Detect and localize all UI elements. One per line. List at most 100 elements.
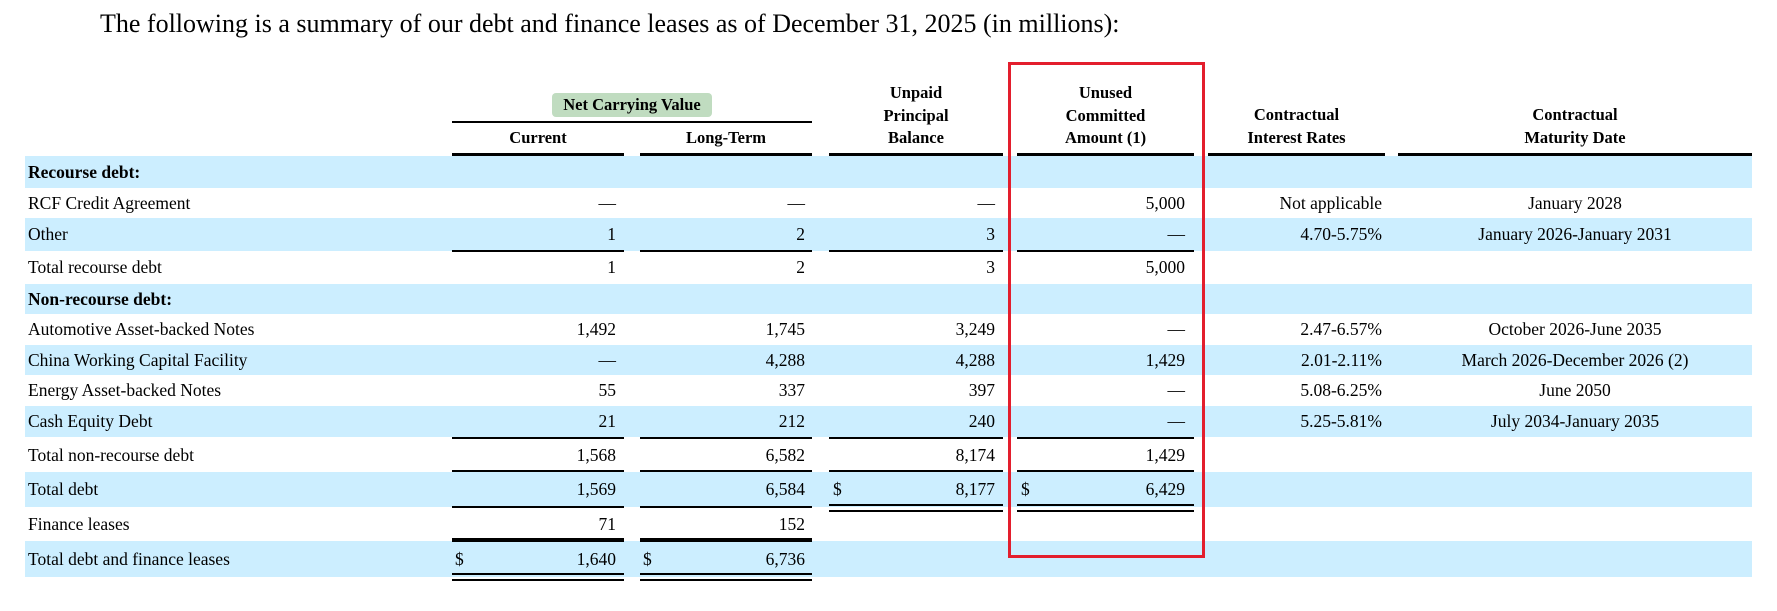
subtotal-rule [640,538,812,542]
cell-long-term: 6,736 [765,549,805,569]
row-band [25,345,1752,375]
cell-long-term: 6,582 [765,445,805,465]
row-label: China Working Capital Facility [28,350,248,370]
header-interest-line2: Interest Rates [1247,127,1346,147]
cell-current: — [598,350,617,370]
header-rule [1017,153,1194,157]
subtotal-rule [452,538,624,542]
cell-unused: — [1167,380,1186,400]
header-current: Current [509,128,567,147]
cell-long-term: 152 [778,514,805,534]
subtotal-rule [1017,250,1194,252]
cell-unused: 6,429 [1145,479,1185,499]
intro-text: The following is a summary of our debt a… [100,9,1120,38]
cell-maturity: June 2050 [1539,380,1611,400]
section-heading: Recourse debt: [28,162,141,182]
header-interest-rates: Contractual Interest Rates [1208,104,1385,149]
row-label: Total recourse debt [28,257,162,277]
cell-interest: 2.47-6.57% [1300,319,1382,339]
header-rule [829,153,1003,157]
cell-unpaid: 240 [968,411,995,431]
cell-unpaid: 3,249 [955,319,995,339]
row-band [25,156,1752,188]
subtotal-rule [640,506,812,508]
section-heading: Non-recourse debt: [28,289,173,309]
cell-unused: 5,000 [1145,193,1185,213]
subtotal-rule [640,470,812,472]
row-label: Total debt and finance leases [28,549,230,569]
subtotal-rule [452,250,624,252]
header-unpaid-line1: Unpaid [889,83,943,102]
currency-symbol: $ [833,479,842,499]
cell-unused: 5,000 [1145,257,1185,277]
cell-long-term: 337 [778,380,805,400]
cell-unused: 1,429 [1145,350,1185,370]
cell-long-term: 212 [778,411,805,431]
currency-symbol: $ [643,549,652,569]
currency-symbol: $ [1021,479,1030,499]
row-label: Total non-recourse debt [28,445,194,465]
cell-long-term: 2 [796,257,805,277]
cell-unused: 1,429 [1145,445,1185,465]
cell-unpaid: 3 [986,257,995,277]
currency-symbol: $ [455,549,464,569]
header-unused-committed: Unused Committed Amount (1) [1017,82,1194,150]
header-maturity-date: Contractual Maturity Date [1398,104,1752,149]
subtotal-rule [452,506,624,508]
cell-long-term: 1,745 [765,319,805,339]
total-double-rule [829,510,1003,512]
cell-current: 1,492 [576,319,616,339]
cell-unpaid: 397 [968,380,995,400]
cell-long-term: — [787,193,806,213]
cell-current: 1 [607,224,616,244]
row-label: Cash Equity Debt [28,411,153,431]
row-band [25,472,1752,507]
cell-maturity: October 2026-June 2035 [1488,319,1662,339]
row-band [25,218,1752,251]
header-maturity-line1: Contractual [1532,105,1618,124]
cell-maturity: January 2026-January 2031 [1478,224,1672,244]
cell-current: 55 [598,380,617,400]
header-unpaid-line2: Principal [883,105,949,125]
cell-maturity: January 2028 [1528,193,1622,213]
cell-long-term: 2 [796,224,805,244]
cell-interest: Not applicable [1279,193,1382,213]
row-label: Other [28,224,68,244]
subtotal-rule [829,250,1003,252]
cell-unused: — [1167,411,1186,431]
cell-long-term: 6,584 [765,479,805,499]
cell-current: 1,569 [576,479,616,499]
header-unpaid-principal: Unpaid Principal Balance [829,82,1003,150]
total-double-rule [1017,504,1194,506]
row-label: Finance leases [28,514,130,534]
total-double-rule [452,579,624,581]
row-band [25,541,1752,577]
cell-unpaid: — [977,193,996,213]
cell-current: 21 [598,411,617,431]
header-unused-line3: Amount (1) [1064,128,1147,147]
cell-interest: 2.01-2.11% [1300,350,1382,370]
header-rule [1398,153,1752,157]
subtotal-rule [1017,437,1194,439]
row-label: Automotive Asset-backed Notes [28,319,255,339]
cell-maturity: March 2026-December 2026 (2) [1461,350,1689,370]
subtotal-rule [452,437,624,439]
row-label: RCF Credit Agreement [28,193,191,213]
header-rule [640,153,812,157]
cell-current: 1,640 [576,549,616,569]
row-band [25,406,1752,437]
header-rule [452,153,624,157]
header-long-term: Long-Term [685,128,767,147]
cell-current: 1 [607,257,616,277]
cell-long-term: 4,288 [765,350,805,370]
subtotal-rule [640,250,812,252]
total-double-rule [829,504,1003,506]
cell-unpaid: 3 [986,224,995,244]
total-double-rule [452,573,624,575]
cell-unpaid: 8,174 [955,445,995,465]
cell-current: 71 [598,514,617,534]
subtotal-rule [1017,470,1194,472]
cell-current: 1,568 [576,445,616,465]
total-double-rule [640,579,812,581]
subtotal-rule [640,437,812,439]
